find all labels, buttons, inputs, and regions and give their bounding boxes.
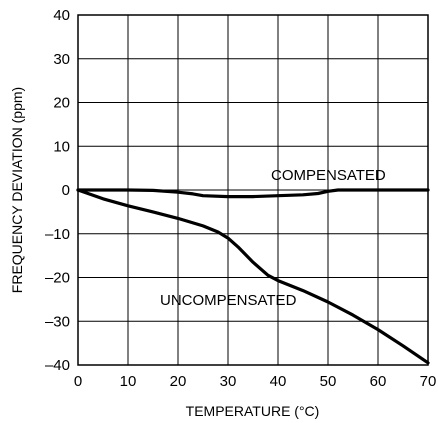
x-tick-label: 10 — [120, 373, 137, 390]
y-tick-label: 30 — [53, 51, 70, 68]
y-tick-label: –20 — [45, 270, 70, 287]
y-tick-label: 0 — [62, 182, 70, 199]
x-tick-label: 30 — [220, 373, 237, 390]
uncompensated-annotation: UNCOMPENSATED — [160, 292, 297, 309]
x-tick-label: 60 — [370, 373, 387, 390]
y-axis-title: FREQUENCY DEVIATION (ppm) — [9, 87, 25, 293]
x-tick-labels: 0 10 20 30 40 50 60 70 — [74, 373, 437, 390]
x-tick-label: 50 — [320, 373, 337, 390]
y-tick-label: 40 — [53, 7, 70, 24]
y-tick-label: 20 — [53, 95, 70, 112]
x-tick-label: 40 — [270, 373, 287, 390]
x-tick-label: 20 — [170, 373, 187, 390]
series-lines — [76, 188, 430, 365]
y-tick-label: 10 — [53, 138, 70, 155]
y-tick-label: –30 — [45, 313, 70, 330]
compensated-line — [76, 188, 430, 199]
y-tick-label: –10 — [45, 226, 70, 243]
y-tick-labels: 40 30 20 10 0 –10 –20 –30 –40 — [45, 7, 70, 374]
x-tick-label: 70 — [420, 373, 437, 390]
x-axis-title: TEMPERATURE (°C) — [186, 403, 320, 419]
y-tick-label: –40 — [45, 357, 70, 374]
x-tick-label: 0 — [74, 373, 82, 390]
uncompensated-line — [76, 188, 430, 365]
plot-frame — [77, 14, 429, 366]
compensated-annotation: COMPENSATED — [271, 167, 386, 184]
